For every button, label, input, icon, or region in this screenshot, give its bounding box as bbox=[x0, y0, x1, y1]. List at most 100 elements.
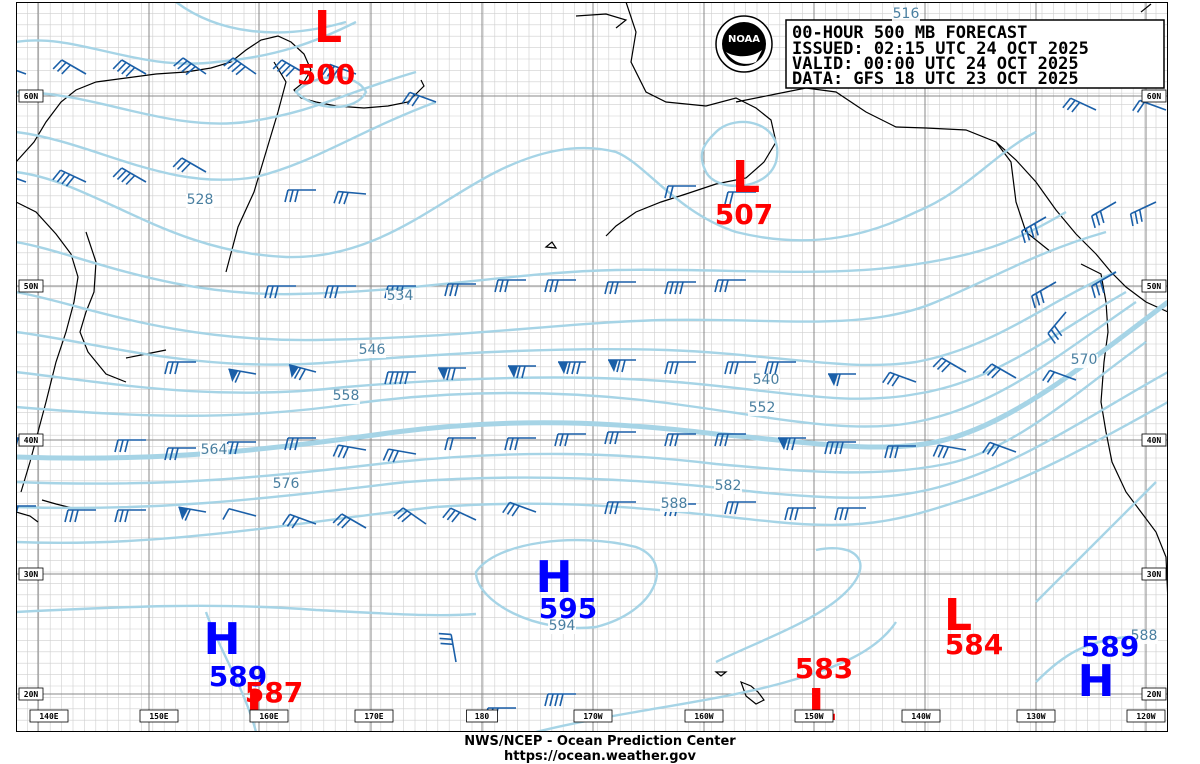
lon-label-150w: 150W bbox=[804, 712, 823, 721]
wind-barb bbox=[288, 363, 317, 381]
weather-map: 00-HOUR 500 MB FORECAST ISSUED: 02:15 UT… bbox=[16, 2, 1168, 732]
wind-barb bbox=[228, 368, 257, 383]
wind-barb bbox=[982, 441, 1017, 457]
wind-barb bbox=[724, 361, 756, 375]
wind-barb bbox=[604, 501, 636, 515]
wind-barb bbox=[442, 507, 477, 523]
wind-barb bbox=[494, 279, 526, 293]
wind-barb bbox=[1020, 216, 1047, 244]
wind-barb bbox=[438, 632, 457, 663]
footer-url[interactable]: https://ocean.weather.gov bbox=[504, 749, 696, 764]
noaa-logo-text: NOAA bbox=[728, 34, 760, 45]
wind-barb bbox=[608, 359, 636, 373]
wind-barb bbox=[554, 433, 586, 447]
wind-barb bbox=[1042, 369, 1077, 383]
contour-label-582: 582 bbox=[715, 478, 742, 494]
contour-label-540: 540 bbox=[753, 372, 780, 388]
lon-label-180: 180 bbox=[475, 712, 490, 721]
center-letter: L bbox=[808, 680, 836, 731]
center-value: 595 bbox=[539, 592, 597, 625]
wind-barbs bbox=[16, 57, 1167, 721]
center-letter: L bbox=[732, 152, 760, 203]
wind-barb bbox=[1090, 271, 1117, 299]
center-letter: L bbox=[314, 2, 342, 53]
wind-barb bbox=[824, 441, 856, 455]
lon-label-140w: 140W bbox=[911, 712, 930, 721]
lon-label-160e: 160E bbox=[259, 712, 278, 721]
wind-barb bbox=[444, 437, 476, 451]
wind-barb bbox=[384, 371, 416, 385]
wind-barb bbox=[164, 361, 196, 375]
wind-barb bbox=[714, 279, 746, 293]
wind-barb bbox=[1062, 97, 1097, 113]
wind-barb bbox=[52, 169, 87, 187]
wind-barb bbox=[164, 447, 196, 461]
coastlines bbox=[16, 2, 1168, 705]
wind-barb bbox=[332, 444, 367, 459]
lat-label-40n-left: 40N bbox=[24, 436, 39, 445]
contour-label-564: 564 bbox=[201, 442, 228, 458]
wind-barb bbox=[932, 444, 967, 459]
wind-barb bbox=[172, 157, 207, 173]
lon-label-170e: 170E bbox=[364, 712, 383, 721]
lat-label-30n-right: 30N bbox=[1147, 570, 1162, 579]
footer: NWS/NCEP - Ocean Prediction Center https… bbox=[0, 734, 1200, 764]
noaa-logo: NOAA bbox=[715, 15, 773, 73]
wind-barb bbox=[284, 437, 316, 451]
center-letter: L bbox=[944, 590, 972, 641]
wind-barb bbox=[1129, 201, 1157, 227]
lon-label-150e: 150E bbox=[149, 712, 168, 721]
wind-barb bbox=[664, 361, 696, 375]
wind-barb bbox=[828, 373, 856, 387]
header-line-4: DATA: GFS 18 UTC 23 OCT 2025 bbox=[792, 69, 1079, 89]
wind-barb bbox=[112, 59, 147, 77]
wind-barb bbox=[114, 509, 146, 523]
lat-label-20n-left: 20N bbox=[24, 690, 39, 699]
wind-barb bbox=[664, 281, 696, 295]
wind-barb bbox=[882, 371, 917, 387]
lat-label-30n-left: 30N bbox=[24, 570, 39, 579]
wind-barb bbox=[784, 507, 816, 521]
contour-label-588: 588 bbox=[1131, 628, 1158, 644]
header-line-3: VALID: 00:00 UTC 24 OCT 2025 bbox=[792, 54, 1079, 74]
lat-label-50n-left: 50N bbox=[24, 282, 39, 291]
lat-label-40n-right: 40N bbox=[1147, 436, 1162, 445]
wind-barb bbox=[114, 439, 146, 453]
header-line-2: ISSUED: 02:15 UTC 24 OCT 2025 bbox=[792, 39, 1089, 59]
wind-barb bbox=[282, 513, 317, 529]
center-value: 587 bbox=[245, 676, 303, 709]
wind-barb bbox=[1030, 281, 1057, 309]
wind-barb bbox=[438, 367, 466, 381]
wind-barb bbox=[402, 91, 437, 107]
wind-barb bbox=[16, 171, 27, 183]
lon-label-140e: 140E bbox=[39, 712, 58, 721]
center-letter: L bbox=[246, 682, 274, 732]
lat-label-50n-right: 50N bbox=[1147, 282, 1162, 291]
wind-barb bbox=[932, 357, 967, 373]
wind-barb bbox=[272, 59, 307, 77]
wind-barb bbox=[834, 507, 866, 521]
center-letter: H bbox=[204, 614, 241, 665]
contour-label-528: 528 bbox=[187, 192, 214, 208]
center-value: 589 bbox=[209, 660, 267, 693]
wind-barb bbox=[393, 507, 427, 525]
wind-barb bbox=[544, 693, 576, 707]
wind-barb bbox=[604, 281, 636, 295]
height-contours bbox=[16, 2, 1168, 732]
contour-label-516: 516 bbox=[893, 6, 920, 22]
wind-barb bbox=[1047, 311, 1067, 344]
contour-label-588: 588 bbox=[661, 496, 688, 512]
wind-barb bbox=[1090, 201, 1117, 229]
wind-barb bbox=[544, 279, 576, 293]
contour-label-546: 546 bbox=[359, 342, 386, 358]
wind-barb bbox=[222, 507, 257, 520]
wind-barb bbox=[444, 283, 476, 297]
wind-barb bbox=[322, 63, 357, 79]
wind-barb bbox=[884, 445, 916, 459]
wind-barb bbox=[504, 437, 536, 451]
wind-barb bbox=[664, 185, 696, 199]
wind-barb bbox=[324, 285, 356, 299]
center-value: 507 bbox=[715, 198, 773, 231]
